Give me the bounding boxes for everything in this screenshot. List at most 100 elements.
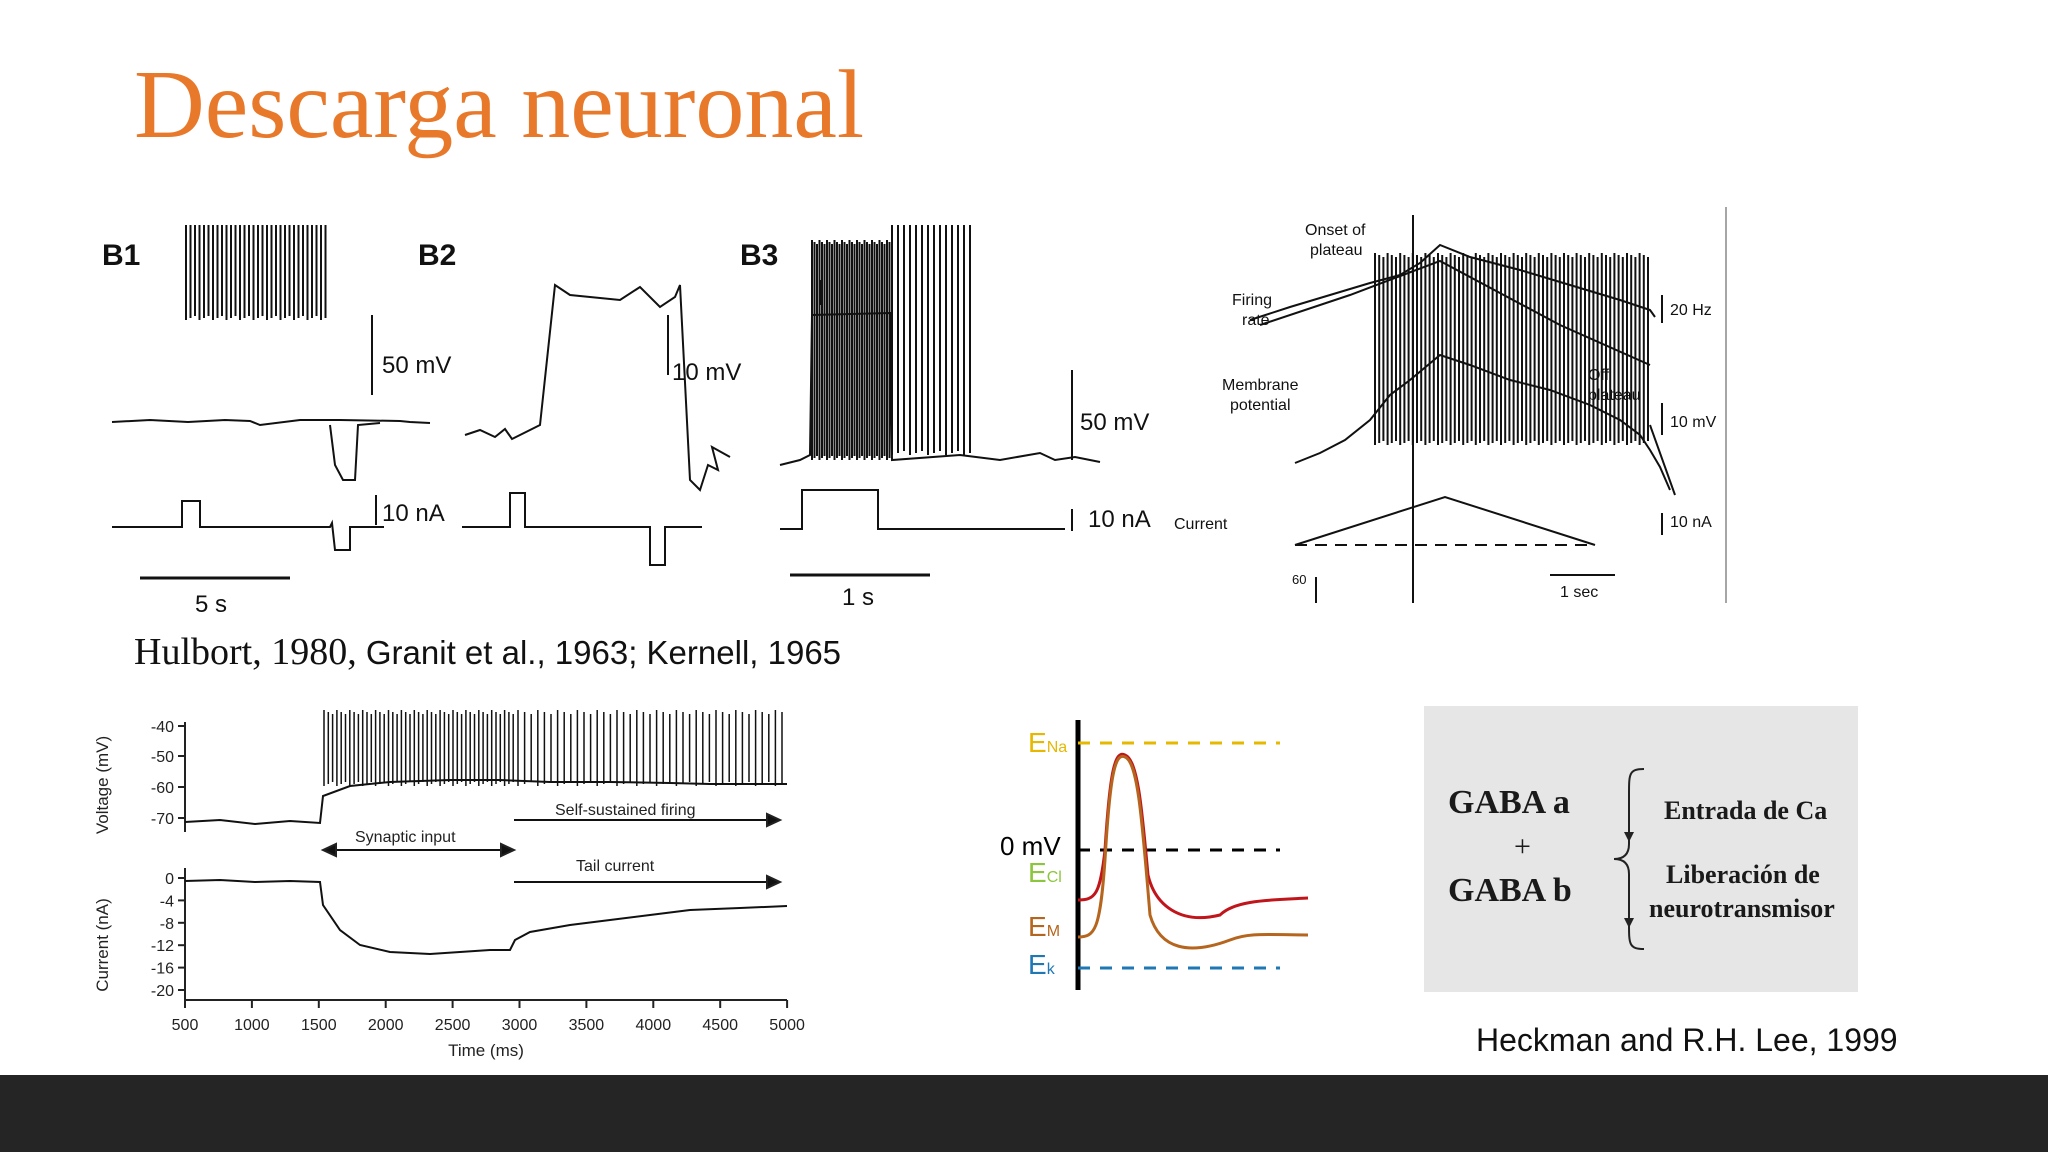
current-tick-label: -12 xyxy=(151,938,174,955)
voltage-spike-train xyxy=(323,710,783,786)
gaba-effect-calcium: Entrada de Ca xyxy=(1664,796,1828,825)
b1-spike-train xyxy=(185,225,327,320)
b2-voltage-trace xyxy=(464,283,731,492)
time-tick-label: 4500 xyxy=(702,1017,738,1034)
synaptic-arrow-right-head xyxy=(500,842,517,858)
tail-current-label: Tail current xyxy=(576,858,655,875)
down-arrow-icon xyxy=(1624,892,1634,928)
slide-title: Descarga neuronal xyxy=(134,51,865,159)
voltage-scale-label: 10 mV xyxy=(1670,414,1717,431)
off-plateau-arrow xyxy=(1649,424,1676,496)
time-tick-label: 2500 xyxy=(435,1017,471,1034)
onset-label-2: plateau xyxy=(1310,242,1363,259)
b1-baseline-trace xyxy=(111,418,431,427)
current-label: Current xyxy=(1174,516,1228,533)
onset-label-1: Onset of xyxy=(1305,222,1366,239)
citation-top-serif: Hulbort, 1980, xyxy=(134,631,357,673)
time-tick-label: 2000 xyxy=(368,1017,404,1034)
time-tick-label: 3500 xyxy=(569,1017,605,1034)
brace-icon xyxy=(1613,768,1645,950)
b1-time-scale-label: 5 s xyxy=(195,591,227,618)
time-scale-label: 1 sec xyxy=(1560,584,1598,601)
gaba-effect-release-2: neurotransmisor xyxy=(1649,894,1835,923)
time-tick-label: 1000 xyxy=(234,1017,270,1034)
off-plateau-label-1: Off xyxy=(1588,367,1610,384)
voltage-tick-label: -40 xyxy=(151,719,174,736)
current-ramp xyxy=(1294,495,1596,546)
voltage-ticks: -40 -50 -60 -70 xyxy=(151,719,185,828)
b1-current-scale-label: 10 nA xyxy=(382,500,445,527)
time-tick-label: 500 xyxy=(172,1017,199,1034)
figure-time-course: Voltage (mV) Current (nA) Time (ms) -40-… xyxy=(90,700,820,1070)
tick-60-label: 60 xyxy=(1292,572,1306,587)
gaba-panel: GABA a + GABA b Entrada de Ca Liberación… xyxy=(1424,706,1858,992)
b3-voltage-scale-label: 50 mV xyxy=(1080,409,1149,436)
b2-current-trace xyxy=(462,492,702,566)
current-trace xyxy=(184,878,788,956)
b1-afterhyperpolarization xyxy=(329,422,381,481)
ecl-label: ECl xyxy=(1028,857,1062,888)
rate-scale-label: 20 Hz xyxy=(1670,302,1712,319)
em-label: EM xyxy=(1028,911,1060,942)
time-tick-label: 4000 xyxy=(636,1017,672,1034)
figure-b-panels: B1 B2 B3 50 mV 10 nA 5 s xyxy=(100,225,1180,625)
orange-membrane-trace xyxy=(1077,754,1309,950)
membrane-potential-trace xyxy=(1294,353,1671,491)
figure-plateau: Onset of plateau Firing rate Membrane po… xyxy=(1170,205,1730,605)
b3-current-trace xyxy=(780,489,1065,530)
membrane-label-1: Membrane xyxy=(1222,377,1299,394)
zero-mv-label: 0 mV xyxy=(1000,831,1061,861)
firing-rate-curve xyxy=(1249,243,1656,321)
b1-voltage-scale-label: 50 mV xyxy=(382,352,451,379)
current-axis-label: Current (nA) xyxy=(93,898,112,992)
current-tick-label: -4 xyxy=(160,893,174,910)
figure-reversal-potentials: ENa 0 mV ECl EM Ek xyxy=(990,710,1320,1000)
b1-current-trace xyxy=(112,500,384,551)
synaptic-arrow-left-head xyxy=(320,842,337,858)
voltage-tick-label: -60 xyxy=(151,780,174,797)
current-tick-label: 0 xyxy=(165,871,174,888)
current-ticks: 0 -4 -8 -12 -16 -20 xyxy=(151,871,185,1000)
current-tick-label: -20 xyxy=(151,983,174,1000)
panel-label-b1: B1 xyxy=(102,239,140,272)
time-tick-label: 3000 xyxy=(502,1017,538,1034)
b3-spike-train xyxy=(811,225,971,460)
time-ticks: 500 1000 1500 2000 2500 3000 3500 4000 4500 5000 xyxy=(172,1000,805,1034)
firing-rate-label-2: rate xyxy=(1242,312,1270,329)
time-tick-label: 1500 xyxy=(301,1017,337,1034)
ena-label: ENa xyxy=(1028,727,1067,758)
citation-bottom: Heckman and R.H. Lee, 1999 xyxy=(1476,1022,1898,1058)
gaba-plus: + xyxy=(1514,830,1531,863)
firing-rate-label-1: Firing xyxy=(1232,292,1272,309)
off-plateau-label-2: plateau xyxy=(1588,387,1641,404)
b3-voltage-envelope xyxy=(779,311,1101,466)
time-axis-label: Time (ms) xyxy=(448,1041,524,1060)
voltage-tick-label: -70 xyxy=(151,811,174,828)
down-arrow-icon xyxy=(1624,806,1634,842)
time-tick-label: 5000 xyxy=(769,1017,805,1034)
membrane-spike-train xyxy=(1374,253,1649,445)
b2-voltage-scale-label: 10 mV xyxy=(672,359,741,386)
gaba-effect-release-1: Liberación de xyxy=(1666,860,1820,889)
b3-current-scale-label: 10 nA xyxy=(1088,506,1151,533)
bottom-bar xyxy=(0,1075,2048,1152)
gaba-b-label: GABA b xyxy=(1448,872,1572,909)
gaba-a-label: GABA a xyxy=(1448,784,1570,821)
citation-top-sans: Granit et al., 1963; Kernell, 1965 xyxy=(356,634,842,671)
voltage-trace xyxy=(184,779,787,826)
citation-top: Hulbort, 1980, Granit et al., 1963; Kern… xyxy=(134,630,841,674)
b3-time-scale-label: 1 s xyxy=(842,584,874,611)
panel-label-b3: B3 xyxy=(740,239,778,272)
current-scale-label: 10 nA xyxy=(1670,514,1712,531)
synaptic-input-label: Synaptic input xyxy=(355,829,456,846)
ek-label: Ek xyxy=(1028,949,1056,980)
voltage-axis-label: Voltage (mV) xyxy=(93,736,112,834)
current-tick-label: -16 xyxy=(151,961,174,978)
membrane-label-2: potential xyxy=(1230,397,1291,414)
tail-arrow-head xyxy=(766,874,783,890)
panel-label-b2: B2 xyxy=(418,239,456,272)
voltage-tick-label: -50 xyxy=(151,749,174,766)
sustained-arrow-head xyxy=(766,812,783,828)
current-tick-label: -8 xyxy=(160,916,174,933)
self-sustained-label: Self-sustained firing xyxy=(555,802,696,819)
